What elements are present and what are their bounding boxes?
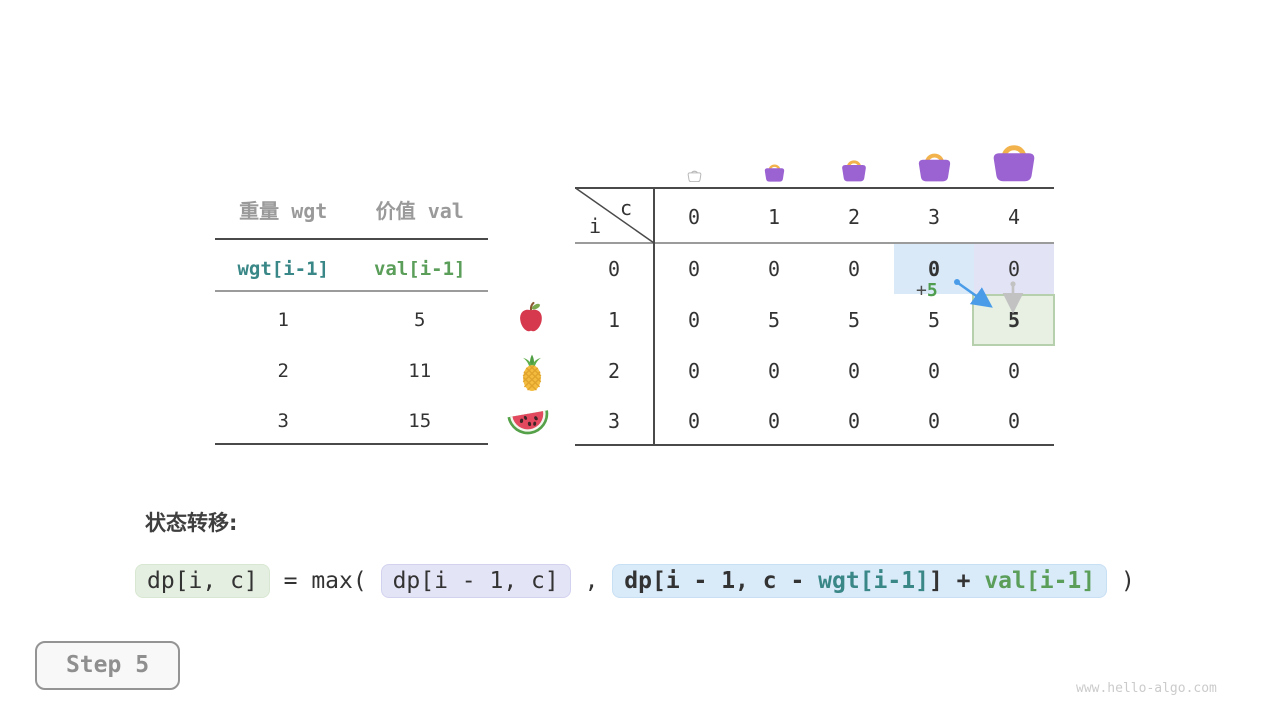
dp-cell-r0c2: 0: [847, 257, 861, 281]
item-3-value: 15: [408, 410, 432, 432]
formula-keep-option-pill: dp[i - 1, c]: [380, 564, 571, 598]
take-option-val: val[i-1]: [984, 568, 1096, 594]
state-transition-formula: dp[i, c] = max( dp[i - 1, c] , dp[i - 1,…: [135, 561, 1135, 601]
items-table-variable-row: wgt[i-1] val[i-1]: [215, 255, 488, 283]
items-table-top-rule: [215, 238, 488, 240]
item-1-weight: 1: [277, 309, 289, 331]
dp-cell-r2c4: 0: [1007, 359, 1021, 383]
apple-icon: [516, 301, 546, 333]
state-transition-label: 状态转移:: [145, 511, 238, 535]
added-value: 5: [926, 280, 938, 301]
bag-capacity-1-icon: [763, 161, 786, 182]
dp-col-header-1: 1: [767, 205, 781, 229]
dp-cell-r0c1: 0: [767, 257, 781, 281]
item-1-value: 5: [414, 309, 426, 331]
dp-cell-r1c4: 5: [1007, 308, 1021, 332]
watermark-url: www.hello-algo.com: [1076, 681, 1217, 696]
item-3-weight: 3: [277, 410, 289, 432]
item-row-2: 2 11: [215, 357, 488, 385]
transition-arrows: [954, 279, 1024, 314]
dp-cell-r3c0: 0: [687, 409, 701, 433]
take-option-part2: ] +: [928, 568, 985, 594]
dp-cell-r2c1: 0: [767, 359, 781, 383]
formula-operator: = max(: [269, 568, 381, 594]
take-option-wgt: wgt[i-1]: [818, 568, 929, 594]
formula-closing-paren: ): [1107, 568, 1135, 594]
item-2-weight: 2: [277, 360, 289, 382]
formula-take-option-pill: dp[i - 1, c - wgt[i-1]] + val[i-1]: [612, 564, 1108, 598]
dp-cell-r1c2: 5: [847, 308, 861, 332]
dp-col-header-3: 3: [927, 205, 941, 229]
dp-table-top-rule: [575, 187, 1054, 189]
bag-capacity-0-ghost-icon: [687, 168, 702, 182]
dp-corner-row-var: i: [589, 214, 602, 238]
pineapple-icon: [516, 354, 548, 392]
dp-cell-r3c3: 0: [927, 409, 941, 433]
formula-comma: ,: [570, 568, 613, 594]
dp-table-header-rule: [575, 242, 1054, 244]
dp-cell-r2c2: 0: [847, 359, 861, 383]
formula-lhs-pill: dp[i, c]: [135, 564, 270, 598]
dp-cell-r0c3: 0: [927, 257, 941, 281]
capacity-bags-row: [654, 134, 1054, 182]
dp-table-bottom-rule: [575, 444, 1054, 446]
take-option-part1: dp[i - 1, c -: [624, 568, 819, 594]
bag-capacity-4-icon: [990, 138, 1038, 182]
dp-cell-r3c1: 0: [767, 409, 781, 433]
items-table-header-value: 价值 val: [375, 199, 464, 223]
dp-cell-r2c3: 0: [927, 359, 941, 383]
dp-col-header-2: 2: [847, 205, 861, 229]
bag-capacity-3-icon: [916, 148, 953, 182]
dp-cell-r1c1: 5: [767, 308, 781, 332]
dp-row-header-3: 3: [607, 409, 621, 433]
plus-sign: +: [916, 280, 927, 301]
wgt-variable-label: wgt[i-1]: [237, 258, 329, 280]
dp-cell-r0c0: 0: [687, 257, 701, 281]
dp-cell-r3c4: 0: [1007, 409, 1021, 433]
watermelon-icon: [505, 402, 554, 439]
val-variable-label: val[i-1]: [373, 258, 466, 280]
dp-corner-diagonal: [575, 187, 655, 244]
dp-col-header-0: 0: [687, 205, 701, 229]
dp-row-header-2: 2: [607, 359, 621, 383]
dp-row-header-1: 1: [607, 308, 621, 332]
dp-col-header-4: 4: [1007, 205, 1021, 229]
items-table-header-row: 重量 wgt 价值 val: [215, 197, 488, 225]
item-row-3: 3 15: [215, 407, 488, 435]
items-table-bottom-rule: [215, 443, 488, 445]
dp-table-vertical-rule: [653, 187, 655, 446]
step-button[interactable]: Step 5: [35, 641, 180, 690]
plus-value-annotation: +5: [916, 280, 938, 302]
dp-cell-r2c0: 0: [687, 359, 701, 383]
dp-corner-col-var: c: [620, 196, 633, 220]
dp-cell-r0c4: 0: [1007, 257, 1021, 281]
items-table-mid-rule: [215, 290, 488, 292]
dp-cell-r1c0: 0: [687, 308, 701, 332]
item-row-1: 1 5: [215, 306, 488, 334]
bag-capacity-2-icon: [840, 156, 868, 182]
dp-cell-r1c3: 5: [927, 308, 941, 332]
dp-cell-r3c2: 0: [847, 409, 861, 433]
items-table-header-weight: 重量 wgt: [239, 199, 328, 223]
dp-row-header-0: 0: [607, 257, 621, 281]
item-2-value: 11: [408, 360, 432, 382]
